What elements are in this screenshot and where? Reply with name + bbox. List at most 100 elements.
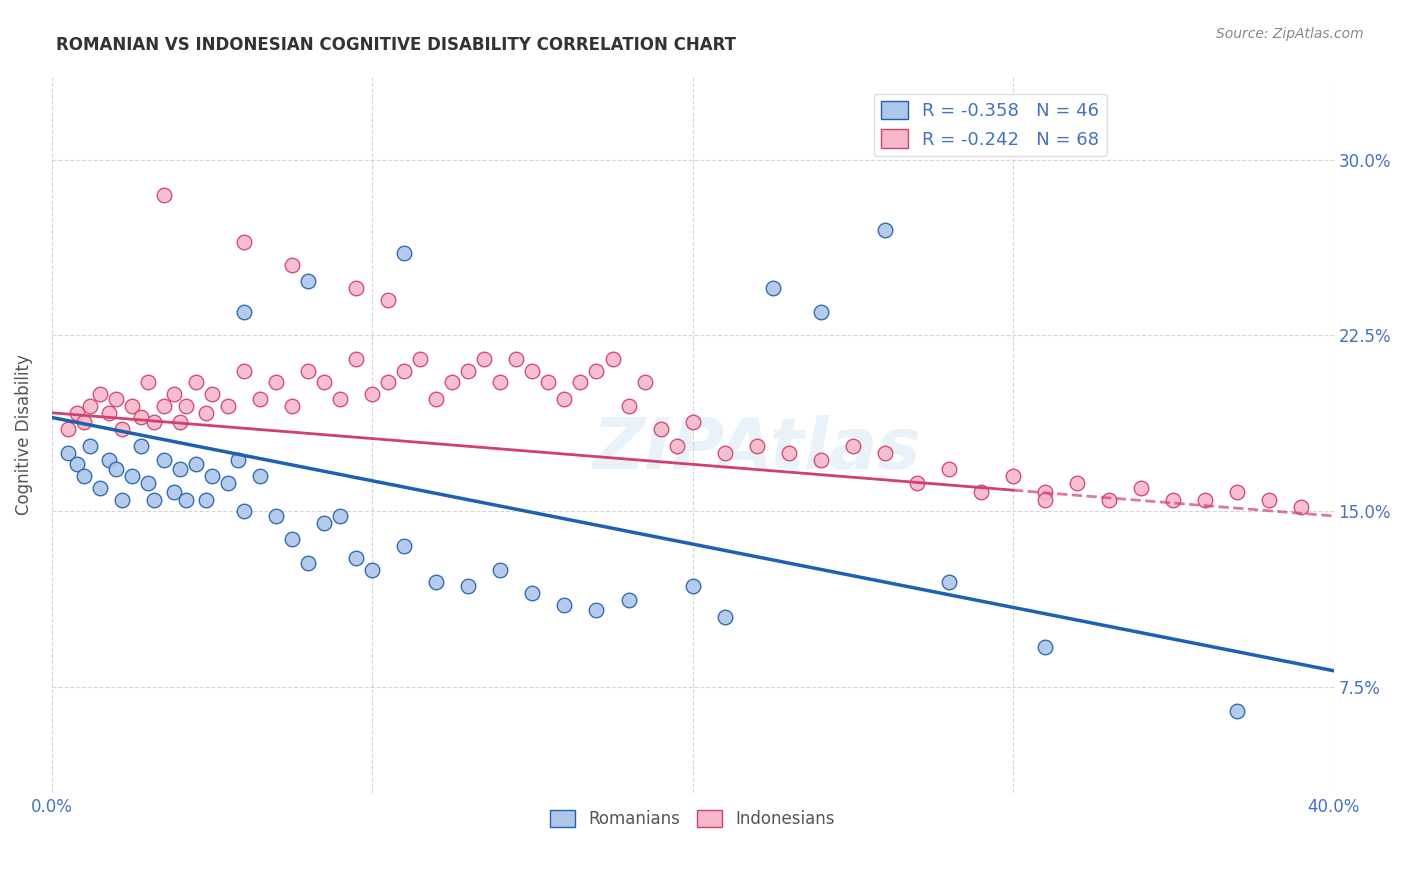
Point bbox=[344, 281, 367, 295]
Point bbox=[104, 392, 127, 406]
Point bbox=[713, 445, 735, 459]
Point bbox=[194, 406, 217, 420]
Point bbox=[394, 363, 416, 377]
Point bbox=[1130, 481, 1153, 495]
Point bbox=[143, 415, 166, 429]
Point bbox=[457, 363, 479, 377]
Point bbox=[713, 609, 735, 624]
Point bbox=[602, 351, 624, 366]
Point bbox=[394, 540, 416, 554]
Point bbox=[121, 399, 143, 413]
Point bbox=[409, 351, 432, 366]
Point bbox=[104, 462, 127, 476]
Point bbox=[1258, 492, 1281, 507]
Point bbox=[394, 246, 416, 260]
Point bbox=[169, 462, 191, 476]
Point bbox=[361, 387, 384, 401]
Point bbox=[201, 469, 224, 483]
Point bbox=[184, 458, 207, 472]
Point bbox=[569, 376, 592, 390]
Point bbox=[361, 563, 384, 577]
Point bbox=[537, 376, 560, 390]
Point bbox=[217, 476, 239, 491]
Point bbox=[131, 410, 153, 425]
Point bbox=[281, 533, 304, 547]
Text: Source: ZipAtlas.com: Source: ZipAtlas.com bbox=[1216, 27, 1364, 41]
Point bbox=[1098, 492, 1121, 507]
Point bbox=[184, 376, 207, 390]
Point bbox=[873, 445, 896, 459]
Legend: Romanians, Indonesians: Romanians, Indonesians bbox=[544, 803, 842, 834]
Point bbox=[585, 603, 607, 617]
Point bbox=[377, 376, 399, 390]
Point bbox=[153, 452, 176, 467]
Point bbox=[1002, 469, 1025, 483]
Point bbox=[233, 504, 256, 518]
Point bbox=[1291, 500, 1313, 514]
Point bbox=[457, 579, 479, 593]
Point bbox=[1033, 492, 1056, 507]
Point bbox=[344, 551, 367, 566]
Point bbox=[73, 469, 96, 483]
Point bbox=[329, 392, 352, 406]
Point bbox=[810, 452, 832, 467]
Point bbox=[136, 376, 159, 390]
Point bbox=[249, 469, 271, 483]
Text: ZIPAtlas: ZIPAtlas bbox=[592, 415, 921, 483]
Point bbox=[905, 476, 928, 491]
Point bbox=[505, 351, 527, 366]
Point bbox=[633, 376, 655, 390]
Point bbox=[377, 293, 399, 308]
Point bbox=[176, 492, 198, 507]
Point bbox=[98, 406, 121, 420]
Point bbox=[1033, 640, 1056, 655]
Point bbox=[617, 593, 640, 607]
Point bbox=[176, 399, 198, 413]
Point bbox=[472, 351, 495, 366]
Point bbox=[745, 439, 768, 453]
Point bbox=[842, 439, 865, 453]
Point bbox=[810, 305, 832, 319]
Point bbox=[970, 485, 993, 500]
Point bbox=[1161, 492, 1184, 507]
Point bbox=[441, 376, 464, 390]
Point bbox=[233, 305, 256, 319]
Point bbox=[1194, 492, 1216, 507]
Point bbox=[111, 492, 134, 507]
Point bbox=[73, 415, 96, 429]
Point bbox=[136, 476, 159, 491]
Point bbox=[314, 516, 336, 530]
Point bbox=[1226, 704, 1249, 718]
Point bbox=[233, 235, 256, 249]
Point bbox=[489, 376, 512, 390]
Point bbox=[297, 556, 319, 570]
Point bbox=[553, 392, 575, 406]
Point bbox=[233, 363, 256, 377]
Point bbox=[217, 399, 239, 413]
Point bbox=[56, 445, 79, 459]
Point bbox=[682, 579, 704, 593]
Point bbox=[344, 351, 367, 366]
Point bbox=[162, 485, 184, 500]
Point bbox=[314, 376, 336, 390]
Point bbox=[111, 422, 134, 436]
Point bbox=[131, 439, 153, 453]
Point bbox=[425, 574, 447, 589]
Point bbox=[121, 469, 143, 483]
Point bbox=[56, 422, 79, 436]
Point bbox=[201, 387, 224, 401]
Point bbox=[281, 258, 304, 272]
Point bbox=[873, 223, 896, 237]
Point bbox=[297, 363, 319, 377]
Point bbox=[1226, 485, 1249, 500]
Point bbox=[522, 586, 544, 600]
Point bbox=[98, 452, 121, 467]
Point bbox=[1033, 485, 1056, 500]
Point bbox=[281, 399, 304, 413]
Point bbox=[153, 399, 176, 413]
Point bbox=[226, 452, 249, 467]
Point bbox=[665, 439, 688, 453]
Point bbox=[682, 415, 704, 429]
Point bbox=[89, 481, 111, 495]
Point bbox=[66, 406, 89, 420]
